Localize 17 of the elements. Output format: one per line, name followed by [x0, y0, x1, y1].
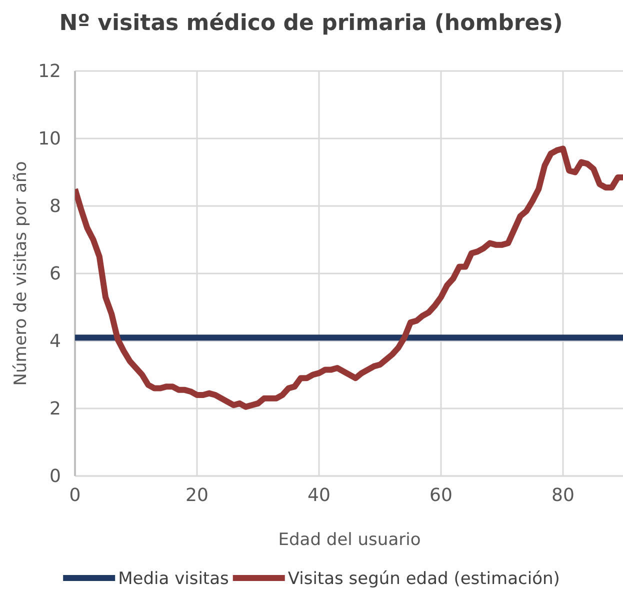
x-tick-label: 80	[552, 484, 574, 506]
legend-label: Visitas según edad (estimación)	[288, 569, 560, 589]
x-tick-label: 0	[69, 484, 81, 506]
y-tick-label: 4	[50, 330, 61, 352]
x-tick-label: 60	[430, 484, 452, 506]
y-tick-label: 12	[38, 60, 61, 82]
y-tick-label: 6	[50, 263, 61, 284]
y-tick-label: 8	[50, 196, 61, 217]
x-tick-label: 40	[308, 484, 330, 506]
x-tick-label: 20	[186, 484, 208, 506]
y-tick-label: 0	[50, 466, 61, 487]
y-tick-label: 2	[50, 398, 61, 420]
y-tick-label: 10	[38, 128, 61, 150]
legend-label: Media visitas	[118, 569, 230, 589]
y-axis-title: Número de visitas por año	[11, 161, 31, 386]
x-axis-title: Edad del usuario	[278, 530, 421, 550]
chart-title: Nº visitas médico de primaria (hombres)	[59, 11, 563, 36]
